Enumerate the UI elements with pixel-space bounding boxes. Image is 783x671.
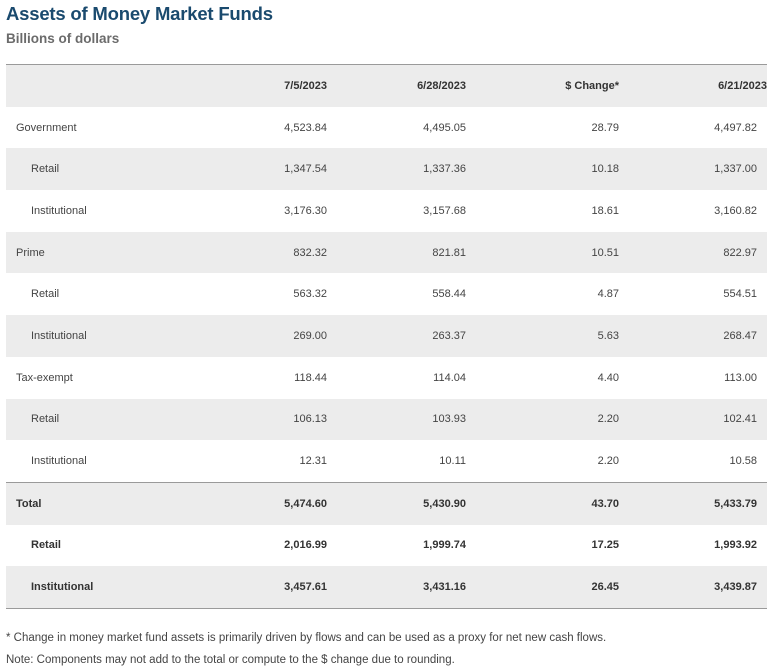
- cell-dollar-change: 43.70: [466, 481, 619, 525]
- row-label: Institutional: [31, 329, 87, 342]
- cell-6-21-2023: 822.97: [723, 246, 757, 259]
- cell-6-28-2023: 4,495.05: [423, 121, 466, 134]
- table-row-total-retail: Retail 2,016.99 1,999.74 17.25 1,993.92: [6, 524, 767, 567]
- cell-6-28-2023: 263.37: [432, 329, 466, 342]
- cell-6-28-2023: 3,431.16: [423, 581, 466, 594]
- column-header-category: [6, 65, 156, 107]
- table-row-total-institutional: Institutional 3,457.61 3,431.16 26.45 3,…: [6, 566, 767, 609]
- cell-6-21-2023: 5,433.79: [619, 481, 767, 525]
- cell-7-5-2023: 2,016.99: [284, 539, 327, 552]
- cell-dollar-change: 10.51: [591, 246, 619, 259]
- row-label: Retail: [31, 413, 60, 426]
- cell-6-28-2023: 558.44: [432, 288, 466, 301]
- cell-6-21-2023: 1,337.00: [714, 163, 757, 176]
- column-header-7-5-2023: 7/5/2023: [284, 79, 327, 92]
- footnote-change: * Change in money market fund assets is …: [6, 632, 607, 644]
- table-header-row: 7/5/2023 6/28/2023 $ Change* 6/21/2023: [6, 64, 767, 107]
- cell-6-21-2023: 3,439.87: [714, 581, 757, 594]
- cell-7-5-2023: 3,457.61: [284, 581, 327, 594]
- cell-dollar-change: 26.45: [591, 581, 619, 594]
- table-row-prime-retail: Retail 563.32 558.44 4.87 554.51: [6, 273, 767, 316]
- footnotes: * Change in money market fund assets is …: [6, 628, 606, 671]
- cell-6-21-2023: 102.41: [723, 413, 757, 426]
- cell-6-21-2023: 113.00: [724, 371, 757, 384]
- cell-6-28-2023: 821.81: [432, 246, 466, 259]
- cell-dollar-change: 18.61: [591, 204, 619, 217]
- cell-7-5-2023: 832.32: [293, 246, 327, 259]
- row-label: Institutional: [31, 581, 94, 594]
- row-label: Retail: [31, 163, 60, 176]
- page-subtitle: Billions of dollars: [6, 31, 120, 46]
- cell-dollar-change: 4.87: [597, 288, 619, 301]
- column-header-6-21-2023: 6/21/2023: [718, 79, 767, 92]
- table-row-prime-institutional: Institutional 269.00 263.37 5.63 268.47: [6, 315, 767, 357]
- table-row-government: Government 4,523.84 4,495.05 28.79 4,497…: [6, 106, 767, 149]
- cell-7-5-2023: 269.00: [293, 329, 327, 342]
- cell-dollar-change: 5.63: [597, 329, 619, 342]
- row-label: Tax-exempt: [16, 371, 73, 384]
- cell-7-5-2023: 3,176.30: [284, 204, 327, 217]
- assets-table: 7/5/2023 6/28/2023 $ Change* 6/21/2023 G…: [6, 64, 767, 609]
- cell-dollar-change: 10.18: [591, 163, 619, 176]
- cell-7-5-2023: 4,523.84: [284, 121, 327, 134]
- cell-6-28-2023: 1,337.36: [423, 163, 466, 176]
- cell-6-21-2023: 4,497.82: [714, 121, 757, 134]
- table-row-prime: Prime 832.32 821.81 10.51 822.97: [6, 231, 767, 274]
- cell-dollar-change: 2.20: [597, 413, 619, 426]
- cell-dollar-change: 17.25: [591, 539, 619, 552]
- cell-6-21-2023: 554.51: [723, 288, 757, 301]
- table-row-tax-exempt-retail: Retail 106.13 103.93 2.20 102.41: [6, 398, 767, 441]
- cell-6-28-2023: 103.93: [432, 413, 466, 426]
- row-label: Government: [16, 121, 77, 134]
- cell-7-5-2023: 12.31: [299, 455, 327, 468]
- page-title: Assets of Money Market Funds: [6, 3, 273, 24]
- cell-7-5-2023: 563.32: [293, 288, 327, 301]
- table-row-total: Total 5,474.60 5,430.90 43.70 5,433.79: [6, 481, 767, 525]
- row-label: Total: [6, 481, 156, 525]
- cell-6-21-2023: 3,160.82: [714, 204, 757, 217]
- table-row-tax-exempt-institutional: Institutional 12.31 10.11 2.20 10.58: [6, 440, 767, 483]
- cell-dollar-change: 4.40: [597, 371, 619, 384]
- table-row-government-institutional: Institutional 3,176.30 3,157.68 18.61 3,…: [6, 190, 767, 232]
- cell-6-28-2023: 114.04: [433, 371, 466, 384]
- cell-dollar-change: 28.79: [591, 121, 619, 134]
- cell-7-5-2023: 1,347.54: [284, 163, 327, 176]
- cell-6-28-2023: 3,157.68: [423, 204, 466, 217]
- row-label: Prime: [16, 246, 45, 259]
- cell-6-28-2023: 1,999.74: [423, 539, 466, 552]
- cell-6-28-2023: 5,430.90: [327, 481, 466, 525]
- cell-dollar-change: 2.20: [597, 455, 619, 468]
- row-label: Institutional: [31, 204, 87, 217]
- cell-6-28-2023: 10.11: [439, 455, 466, 468]
- footnote-rounding: Note: Components may not add to the tota…: [6, 653, 455, 666]
- row-label: Retail: [31, 539, 61, 552]
- cell-6-21-2023: 10.58: [729, 455, 757, 468]
- column-header-dollar-change: $ Change*: [565, 79, 619, 92]
- column-header-6-28-2023: 6/28/2023: [417, 79, 466, 92]
- table-row-tax-exempt: Tax-exempt 118.44 114.04 4.40 113.00: [6, 356, 767, 399]
- row-label: Institutional: [31, 455, 87, 468]
- cell-7-5-2023: 5,474.60: [156, 481, 327, 525]
- cell-6-21-2023: 268.47: [723, 329, 757, 342]
- cell-7-5-2023: 118.44: [294, 371, 327, 384]
- cell-7-5-2023: 106.13: [293, 413, 327, 426]
- cell-6-21-2023: 1,993.92: [714, 539, 757, 552]
- row-label: Retail: [31, 288, 60, 301]
- table-row-government-retail: Retail 1,347.54 1,337.36 10.18 1,337.00: [6, 148, 767, 191]
